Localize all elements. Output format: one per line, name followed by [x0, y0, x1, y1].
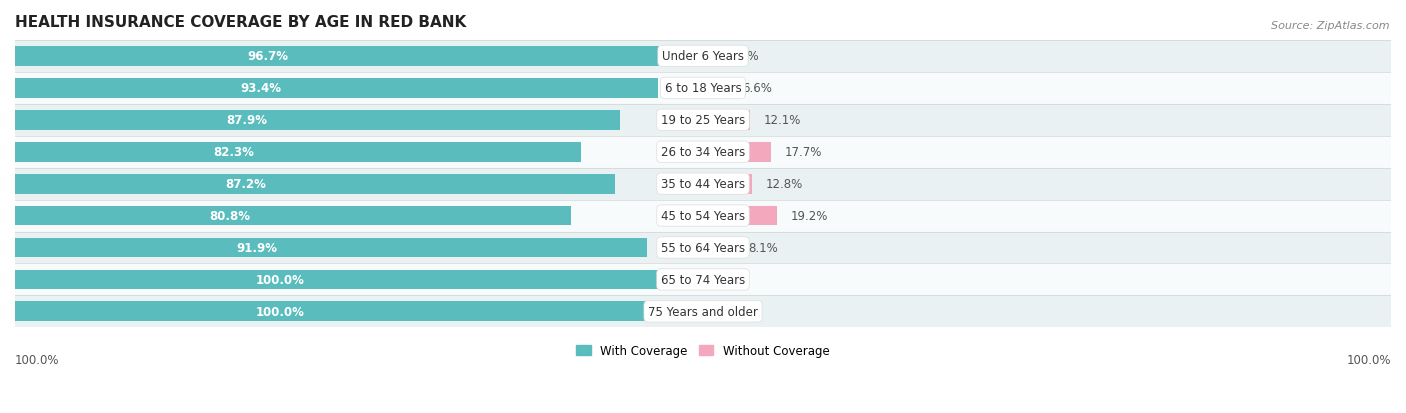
Bar — [15, 200, 1391, 232]
Bar — [15, 270, 703, 290]
Bar — [15, 168, 1391, 200]
Bar — [703, 238, 734, 258]
Text: 82.3%: 82.3% — [214, 146, 254, 159]
Text: 93.4%: 93.4% — [240, 82, 281, 95]
Text: Source: ZipAtlas.com: Source: ZipAtlas.com — [1271, 21, 1389, 31]
Text: 91.9%: 91.9% — [236, 242, 277, 254]
Text: 55 to 64 Years: 55 to 64 Years — [661, 242, 745, 254]
Bar — [15, 47, 681, 66]
Text: 100.0%: 100.0% — [15, 354, 59, 366]
Text: 75 Years and older: 75 Years and older — [648, 305, 758, 318]
Text: 19.2%: 19.2% — [790, 209, 828, 223]
Text: 35 to 44 Years: 35 to 44 Years — [661, 178, 745, 191]
Text: 100.0%: 100.0% — [256, 305, 305, 318]
Bar — [703, 47, 716, 66]
Bar — [703, 79, 728, 98]
Text: 100.0%: 100.0% — [256, 273, 305, 286]
Text: 6.6%: 6.6% — [742, 82, 772, 95]
Text: 96.7%: 96.7% — [247, 50, 288, 63]
Text: 6 to 18 Years: 6 to 18 Years — [665, 82, 741, 95]
Bar — [703, 142, 772, 162]
Bar — [15, 41, 1391, 73]
Text: 100.0%: 100.0% — [1347, 354, 1391, 366]
Bar — [15, 296, 1391, 328]
Bar — [15, 238, 647, 258]
Bar — [15, 302, 703, 321]
Text: 0.0%: 0.0% — [717, 273, 747, 286]
Text: 8.1%: 8.1% — [748, 242, 778, 254]
Text: 26 to 34 Years: 26 to 34 Years — [661, 146, 745, 159]
Bar — [703, 206, 778, 226]
Bar — [15, 206, 571, 226]
Legend: With Coverage, Without Coverage: With Coverage, Without Coverage — [572, 339, 834, 362]
Text: 12.8%: 12.8% — [766, 178, 803, 191]
Text: 17.7%: 17.7% — [785, 146, 823, 159]
Text: 45 to 54 Years: 45 to 54 Years — [661, 209, 745, 223]
Text: 80.8%: 80.8% — [209, 209, 250, 223]
Text: 3.3%: 3.3% — [730, 50, 759, 63]
Bar — [15, 264, 1391, 296]
Bar — [15, 79, 658, 98]
Bar — [15, 104, 1391, 136]
Bar — [15, 174, 614, 194]
Text: 87.9%: 87.9% — [226, 114, 267, 127]
Bar — [703, 174, 752, 194]
Bar — [703, 111, 749, 131]
Text: 12.1%: 12.1% — [763, 114, 801, 127]
Text: 0.0%: 0.0% — [717, 305, 747, 318]
Bar — [15, 111, 620, 131]
Text: 87.2%: 87.2% — [225, 178, 266, 191]
Text: 65 to 74 Years: 65 to 74 Years — [661, 273, 745, 286]
Bar — [15, 142, 581, 162]
Bar — [15, 136, 1391, 168]
Bar — [15, 73, 1391, 104]
Text: 19 to 25 Years: 19 to 25 Years — [661, 114, 745, 127]
Text: Under 6 Years: Under 6 Years — [662, 50, 744, 63]
Text: HEALTH INSURANCE COVERAGE BY AGE IN RED BANK: HEALTH INSURANCE COVERAGE BY AGE IN RED … — [15, 15, 467, 30]
Bar — [15, 232, 1391, 264]
